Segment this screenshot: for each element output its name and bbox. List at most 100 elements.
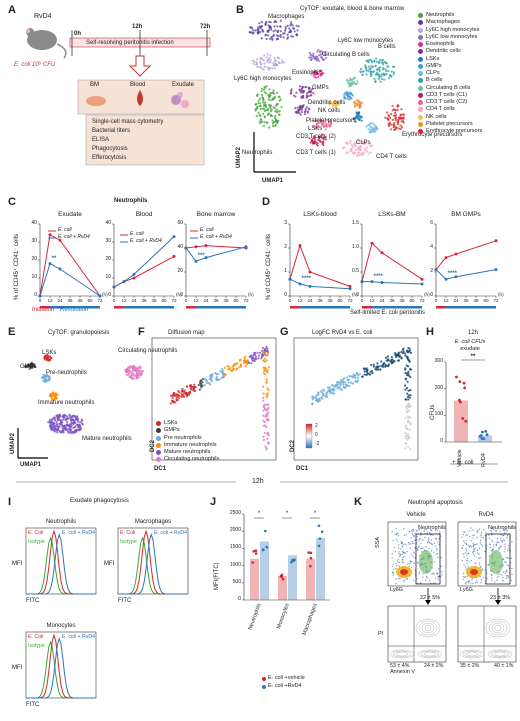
flow-event: [506, 575, 509, 577]
umap-point: [363, 147, 366, 150]
x-unit-label: (h): [352, 292, 358, 297]
umap-point: [363, 151, 366, 154]
flow-event: [496, 542, 498, 544]
flow-event: [476, 531, 478, 534]
umap-point: [64, 427, 67, 430]
flow-event: [425, 579, 427, 581]
flow-event: [502, 571, 505, 573]
umap-point: [396, 108, 399, 112]
umap-point: [313, 137, 316, 141]
dm-point: [169, 402, 172, 405]
flow-event: [496, 537, 498, 540]
timeline-label: Self-resolving peritonitis infection: [86, 40, 174, 46]
flow-event: [418, 573, 420, 575]
flow-event: [438, 537, 440, 540]
flow-event: [490, 546, 492, 549]
flow-event: [488, 534, 490, 536]
umap-point: [51, 391, 55, 394]
flow-event: [403, 551, 405, 553]
flow-event: [399, 577, 401, 580]
umap-point: [134, 368, 137, 371]
flow-event: [437, 556, 439, 559]
flow-event: [502, 534, 505, 537]
umap-point: [313, 142, 316, 145]
x-tick-label: 36: [141, 298, 147, 303]
flow-event: [401, 558, 404, 561]
umap-point: [343, 95, 346, 98]
legend-item: CD4 T cells: [418, 106, 482, 113]
umap-point: [267, 93, 270, 97]
umap-point: [362, 143, 365, 146]
umap-point: [74, 421, 77, 424]
y-tick-label: 20: [31, 256, 37, 262]
flow-event: [467, 544, 469, 547]
umap-point: [384, 116, 387, 119]
dm-point: [192, 389, 195, 392]
umap-point: [317, 75, 320, 78]
flow-event: [428, 580, 431, 582]
data-point: [122, 280, 126, 284]
flow-event: [464, 583, 467, 585]
data-point: [298, 282, 302, 286]
umap-point: [347, 79, 351, 83]
legend-item: Erythrocyte precursors: [418, 128, 482, 135]
resolution-strip: [196, 306, 246, 309]
dm-point: [211, 372, 214, 376]
panel-f-title: Diffusion map: [168, 330, 205, 336]
umap-point: [130, 377, 134, 380]
resolution-label: Resolution: [60, 307, 89, 313]
data-point: [132, 272, 136, 276]
umap-point: [394, 119, 397, 122]
umap-point: [372, 122, 375, 125]
flow-event: [481, 536, 483, 538]
flow-event: [426, 541, 429, 544]
legend-label: E. coli: [200, 227, 214, 233]
umap-point: [382, 61, 385, 65]
flow-event: [401, 561, 404, 563]
umap-point: [346, 151, 350, 154]
umap-point: [314, 55, 317, 58]
umap-point: [58, 429, 61, 433]
flow-event: [480, 539, 482, 542]
umap-point: [259, 104, 262, 108]
dm-point: [265, 345, 268, 348]
umap-point: [125, 368, 129, 371]
umap-point: [319, 50, 322, 53]
umap-point: [342, 146, 345, 150]
umap-point: [54, 394, 58, 397]
umap-cluster-label: GMPs: [312, 85, 329, 91]
panel-letter-e: E: [8, 326, 16, 338]
umap-point: [312, 52, 315, 55]
umap-point: [265, 37, 268, 41]
umap-point: [279, 35, 282, 39]
data-point: [434, 268, 438, 272]
flow-event: [395, 564, 398, 567]
dm-point: [200, 379, 203, 382]
umap-point: [382, 73, 386, 76]
umap-point: [252, 29, 255, 32]
umap-point: [64, 418, 67, 422]
dm-point: [232, 364, 235, 367]
x-tick-label: 24: [131, 298, 137, 303]
flow-event: [476, 543, 478, 545]
flow-event: [412, 530, 414, 533]
flow-event: [474, 543, 477, 546]
umap-point: [270, 108, 273, 111]
flow-event: [484, 550, 486, 553]
umap-point: [278, 110, 281, 113]
umap-point: [373, 124, 376, 127]
flow-event: [465, 543, 468, 546]
density-mid: [489, 550, 503, 574]
umap-point: [316, 57, 320, 61]
umap-point: [301, 96, 304, 99]
umap-point: [42, 373, 45, 376]
umap-point: [49, 394, 52, 398]
flow-event: [410, 529, 413, 532]
flow-event: [441, 571, 443, 573]
dm-point: [200, 382, 203, 385]
umap-point: [269, 99, 272, 102]
initiation-strip: [186, 306, 196, 309]
x-tick-label: 60: [409, 298, 415, 303]
umap-point: [68, 428, 72, 431]
flow-event: [500, 539, 502, 542]
